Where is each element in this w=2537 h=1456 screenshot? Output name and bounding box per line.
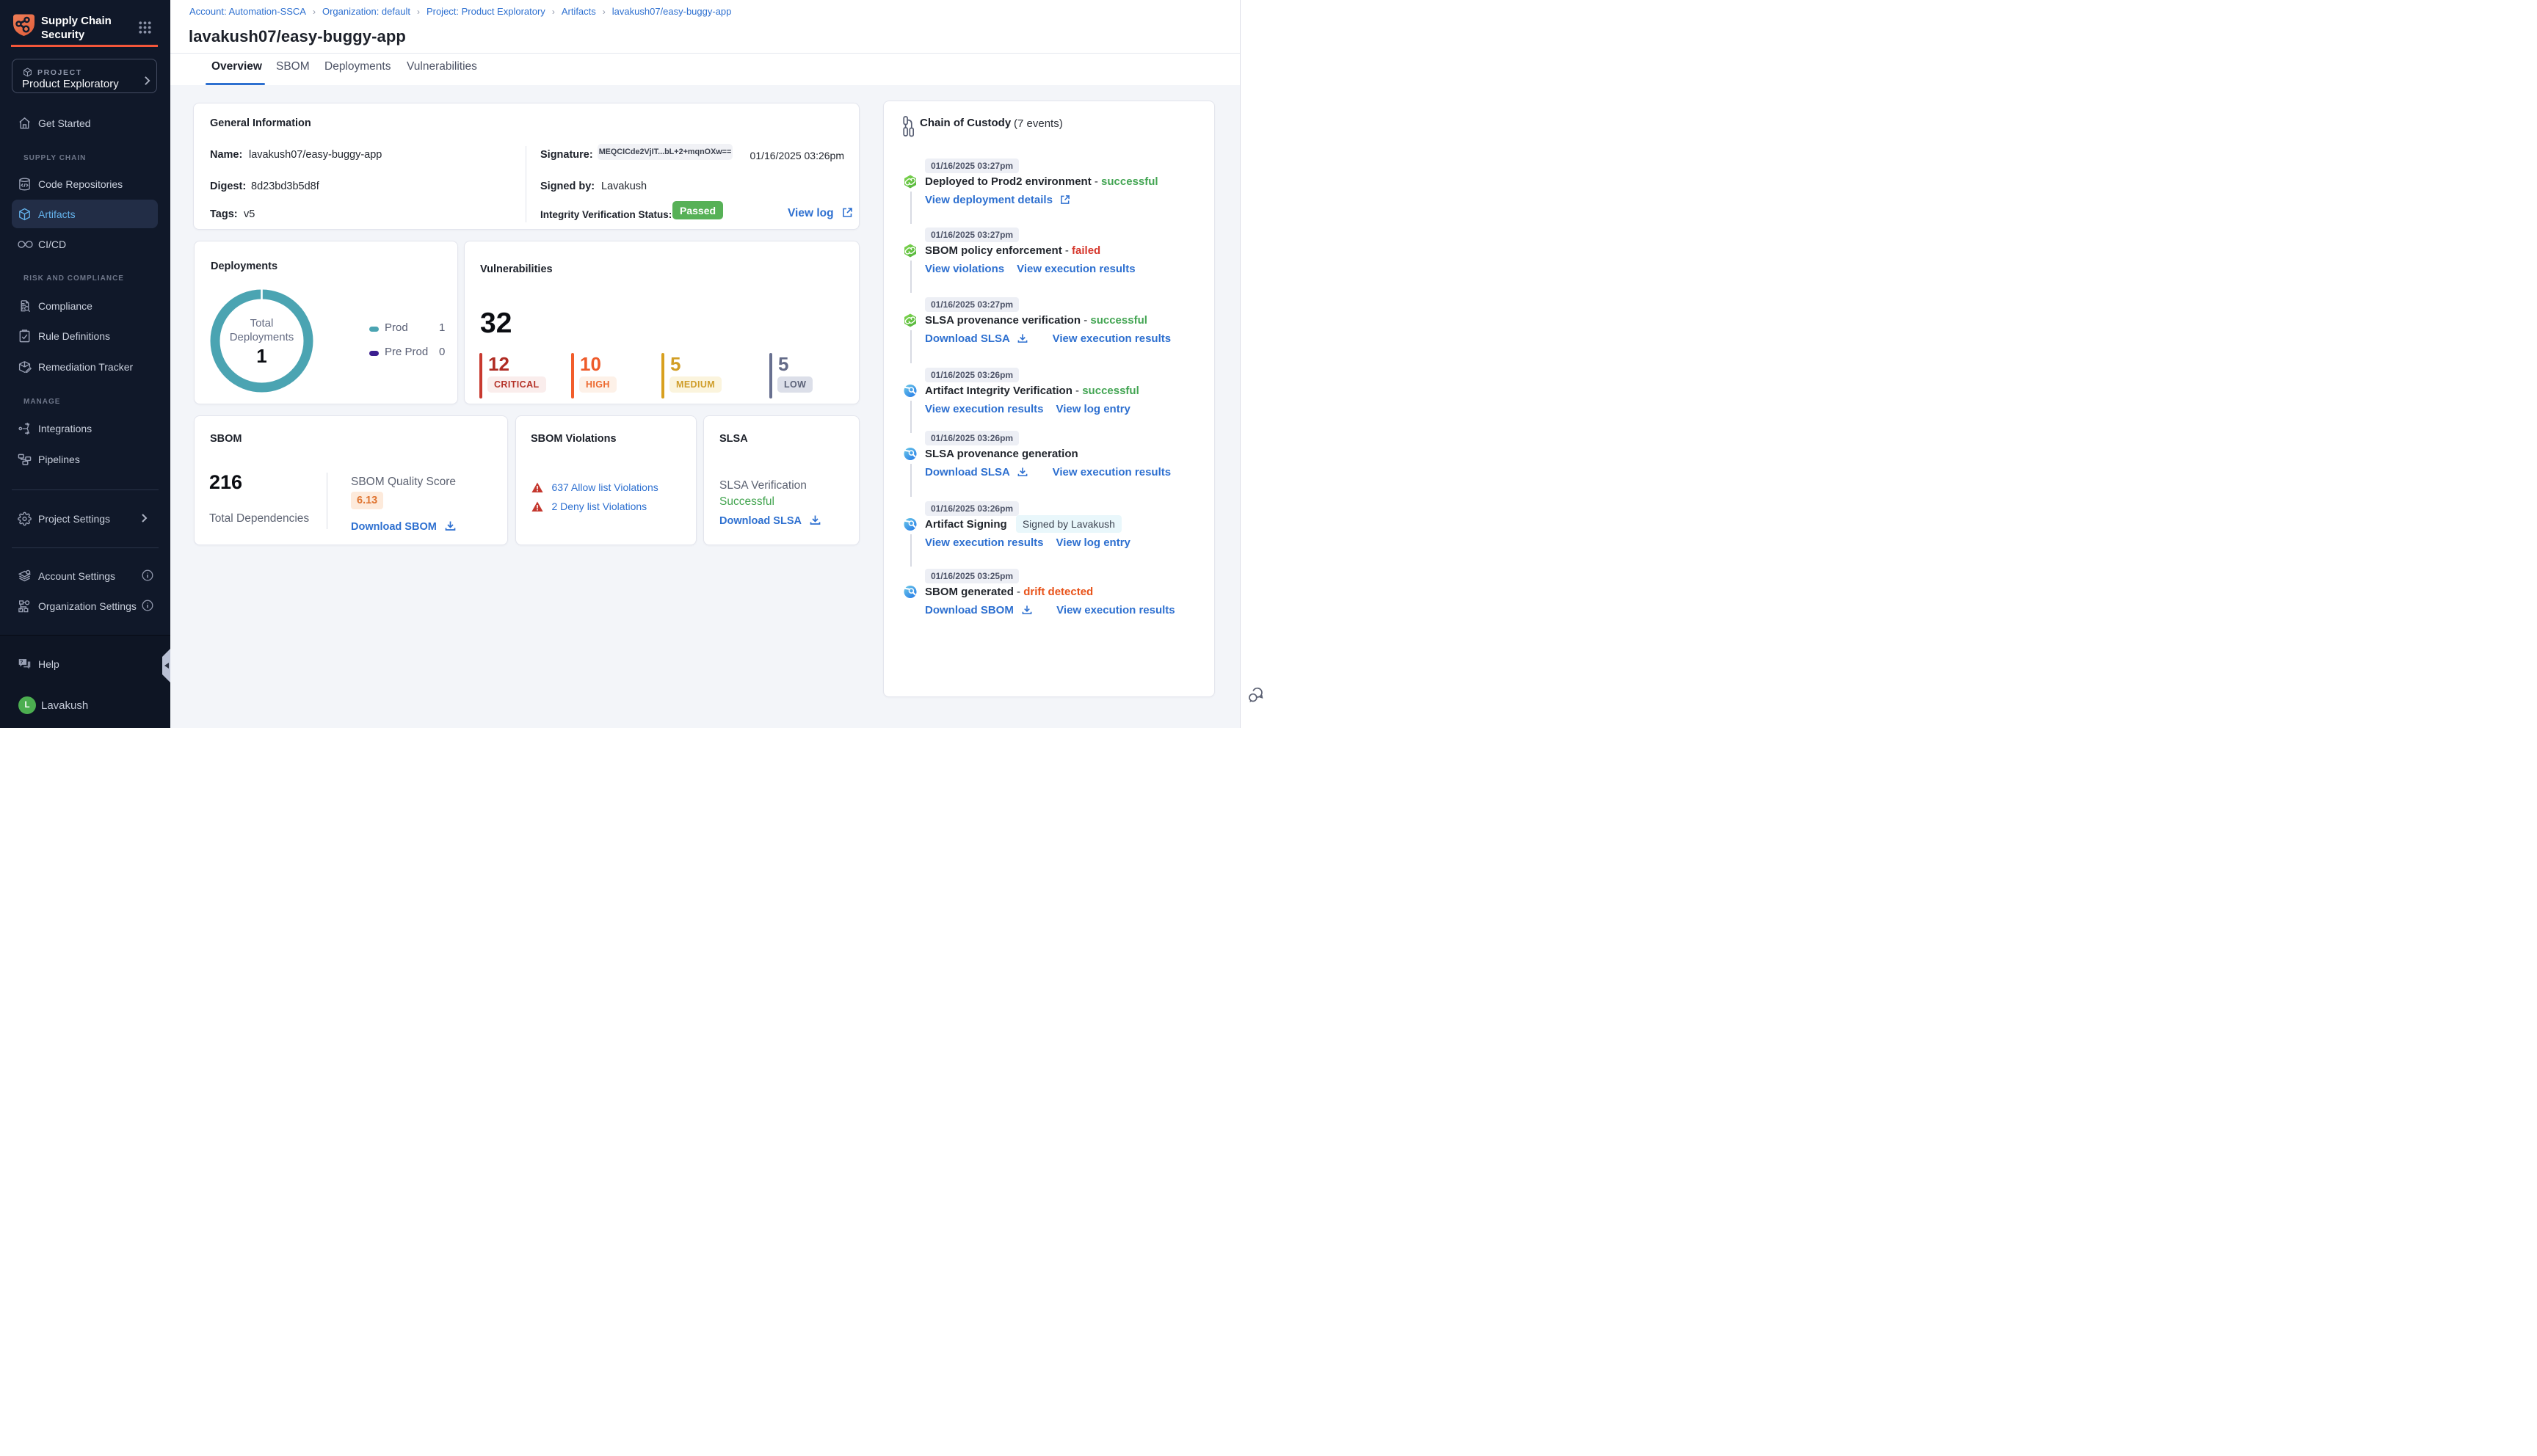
svg-text:?: ? [20, 660, 23, 665]
